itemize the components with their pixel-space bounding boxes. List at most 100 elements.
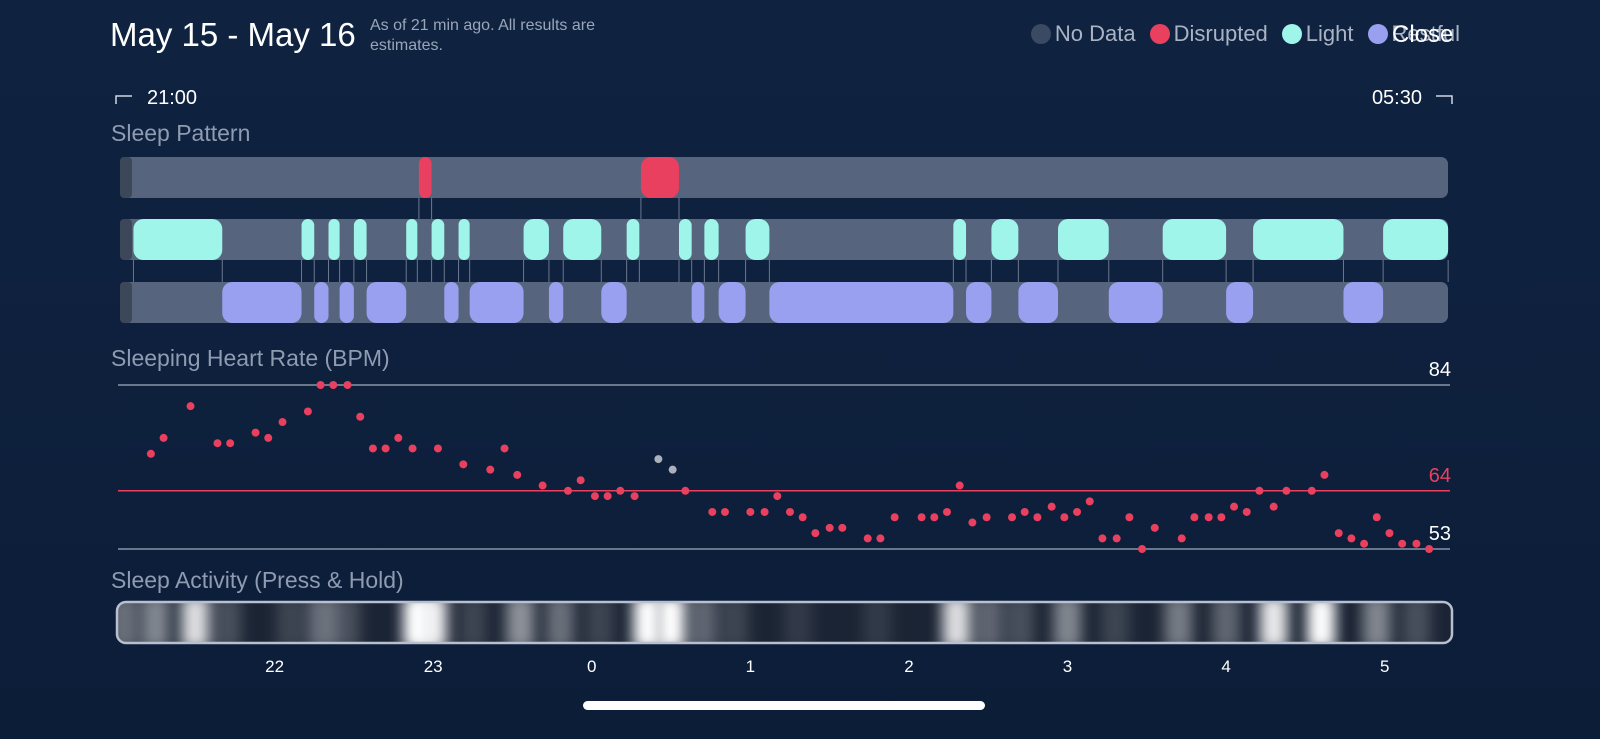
y-tick-label: 53 [1429, 523, 1451, 545]
heart-rate-point [720, 507, 729, 516]
pattern-segment [431, 219, 445, 260]
pattern-segment [548, 282, 564, 323]
heart-rate-point [955, 481, 964, 490]
heart-rate-point [982, 513, 991, 522]
heart-rate-point [226, 439, 235, 448]
heart-rate-point [786, 507, 794, 516]
range-start: 21:00 [147, 87, 197, 109]
x-tick-label: 0 [587, 657, 596, 676]
close-button[interactable]: Close [1392, 21, 1454, 48]
pattern-segment [328, 219, 340, 260]
pattern-segment [704, 219, 719, 260]
pattern-segment [458, 219, 470, 260]
pattern-track-cap [120, 157, 132, 198]
heart-rate-point [251, 428, 260, 437]
pattern-segment [222, 282, 302, 323]
x-tick-label: 2 [904, 657, 913, 676]
heart-rate-point [811, 529, 820, 538]
heart-rate-point [760, 507, 769, 516]
heart-rate-point [303, 407, 312, 416]
legend-label: Restful [1391, 21, 1460, 46]
pattern-segment [406, 219, 418, 260]
pattern-segment [444, 282, 459, 323]
pattern-segment [1343, 282, 1384, 323]
x-tick-label: 23 [424, 657, 443, 676]
heart-rate-point [773, 492, 782, 501]
legend-dot [1030, 24, 1051, 44]
heart-rate-point [1255, 486, 1264, 495]
pattern-segment [301, 219, 315, 260]
activity-blob [546, 603, 575, 642]
pattern-segment [626, 219, 640, 260]
pattern-segment [339, 282, 354, 323]
heart-rate-point [1230, 502, 1239, 511]
section-title: Sleep Activity (Press & Hold) [111, 567, 404, 593]
activity-blob [276, 603, 305, 642]
pattern-segment [769, 282, 954, 323]
heart-rate-point [1150, 523, 1159, 532]
activity-blob [783, 603, 812, 642]
x-tick-label: 4 [1221, 657, 1230, 676]
activity-blob [1164, 603, 1193, 642]
subtitle: As of 21 min ago. All results are estima… [370, 17, 595, 54]
heart-rate-point [316, 381, 325, 389]
heart-rate-point [159, 433, 168, 442]
heart-rate-point [433, 444, 442, 453]
pattern-track [120, 157, 1448, 198]
heart-rate-point [1020, 507, 1029, 516]
heart-rate-point [1385, 529, 1394, 538]
heart-rate-point [668, 465, 677, 474]
pattern-segment [1018, 282, 1059, 323]
x-tick-label: 1 [746, 657, 755, 676]
heart-rate-point [1320, 470, 1329, 479]
activity-blob [974, 603, 1003, 642]
heart-rate-point [368, 444, 377, 453]
home-indicator [583, 701, 985, 710]
pattern-segment [953, 219, 967, 260]
heart-rate-point [616, 486, 625, 495]
heart-rate-point [381, 444, 390, 453]
activity-blob [942, 603, 971, 642]
x-tick-label: 5 [1380, 657, 1389, 676]
pattern-segment [1253, 219, 1344, 260]
pattern-segment [991, 219, 1019, 260]
pattern-segment [366, 282, 407, 323]
legend-item: Disrupted [1149, 21, 1268, 47]
pattern-segment [314, 282, 329, 323]
heart-rate-point [1334, 529, 1343, 538]
heart-rate-point [356, 412, 365, 421]
range-bracket [1436, 95, 1453, 104]
activity-blob [1259, 603, 1288, 642]
pattern-segment [563, 219, 602, 260]
heart-rate-point [394, 433, 403, 442]
heart-rate-point [654, 455, 663, 464]
pattern-segment [1162, 219, 1227, 260]
pattern-segment [1058, 219, 1109, 260]
heart-rate-point [563, 486, 572, 495]
legend-label: No Data [1054, 21, 1136, 46]
heart-rate-point [1360, 539, 1369, 548]
activity-blob [141, 603, 170, 642]
heart-rate-point [1412, 539, 1421, 548]
legend-dot [1281, 24, 1302, 44]
pattern-segment [745, 219, 770, 260]
heart-rate-point [486, 465, 495, 474]
pattern-segment [1383, 219, 1449, 260]
heart-rate-point [798, 513, 807, 522]
heart-rate-point [968, 518, 977, 527]
section-title: Sleep Pattern [111, 120, 250, 146]
heart-rate-point [146, 449, 155, 458]
activity-blob [419, 603, 448, 642]
heart-rate-point [1190, 513, 1199, 522]
x-tick-label: 3 [1063, 657, 1072, 676]
heart-rate-point [1060, 513, 1069, 522]
heart-rate-point [513, 470, 522, 479]
activity-blob [308, 603, 337, 642]
heart-rate-point [863, 534, 872, 543]
heart-rate-point [603, 492, 612, 501]
activity-blobs [118, 603, 1431, 642]
heart-rate-point [1008, 513, 1017, 522]
heart-rate-point [1098, 534, 1107, 543]
y-tick-label: 84 [1429, 359, 1451, 381]
heart-rate-point [681, 486, 690, 495]
